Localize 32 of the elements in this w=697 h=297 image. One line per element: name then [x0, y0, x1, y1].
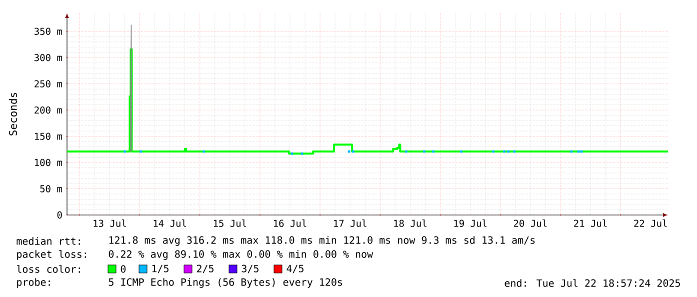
x-tick-label: 21 Jul: [574, 220, 607, 227]
x-tick-label: 16 Jul: [274, 220, 306, 227]
x-tick-label: 19 Jul: [454, 220, 487, 227]
y-tick-label: 100 m: [35, 158, 62, 166]
x-tick-label: 15 Jul: [214, 220, 246, 227]
text: packet loss:: [17, 250, 86, 260]
text: end: Tue Jul 22 18:57:24 2025: [504, 279, 680, 287]
legend-label: 4/5: [286, 264, 304, 274]
x-tick-label: 22 Jul: [634, 220, 667, 227]
text: probe:: [17, 278, 50, 288]
y-tick-label: 350 m: [34, 28, 62, 35]
y-tick-label: 300 m: [34, 54, 62, 62]
legend-label: 1/5: [152, 264, 168, 274]
y-tick-label: 250 m: [34, 80, 62, 88]
x-tick-label: 14 Jul: [154, 220, 186, 227]
y-tick-label: 200 m: [34, 106, 62, 114]
text: 0.22 % avg 89.10 % max 0.00 % min 0.00 % now: [108, 250, 374, 260]
y-tick-label: 50 m: [40, 185, 62, 192]
y-tick-label: 0: [57, 211, 62, 219]
text: 5 ICMP Echo Pings (56 Bytes) every 120s: [108, 278, 342, 288]
x-tick-label: 20 Jul: [514, 220, 547, 227]
legend-label: 0: [120, 265, 126, 273]
text: 121.8 ms avg 316.2 ms max 118.0 ms min 121.0 ms now 9.3 ms sd 13.1 am/s: [109, 236, 535, 246]
x-tick-label: 17 Jul: [334, 220, 366, 227]
legend-label: 3/5: [242, 264, 258, 274]
legend-title: loss color:: [17, 265, 80, 273]
y-axis-title: Seconds: [8, 92, 17, 136]
x-tick-label: 18 Jul: [394, 220, 426, 227]
y-tick-label: 150 m: [35, 132, 62, 140]
legend-label: 2/5: [196, 264, 214, 274]
text: median rtt:: [16, 237, 80, 245]
x-tick-label: 13 Jul: [94, 220, 126, 227]
